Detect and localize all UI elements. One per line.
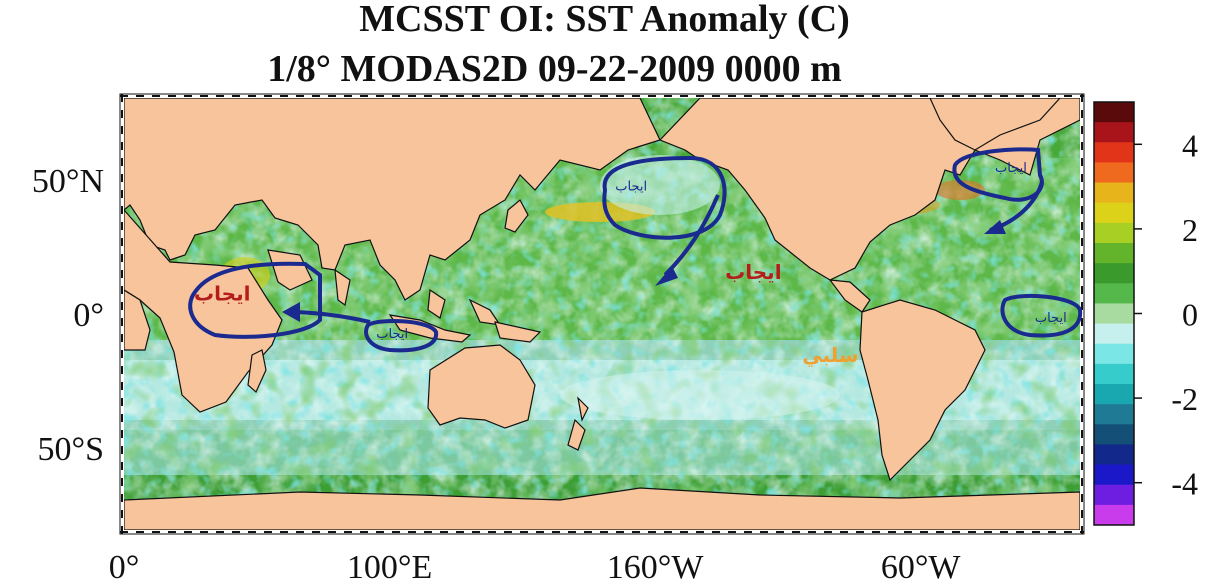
colorbar-tick-label: 2 — [1182, 212, 1198, 248]
colorbar-swatch — [1094, 182, 1134, 204]
annotation-label: ايجاب — [995, 161, 1027, 176]
latitude-labels: 50°N 0° 50°S — [32, 163, 104, 468]
annotation-label: ايجاب — [1035, 311, 1067, 326]
colorbar-swatch — [1094, 484, 1134, 506]
colorbar-swatch — [1094, 444, 1134, 466]
colorbar-swatch — [1094, 404, 1134, 425]
colorbar-swatch — [1094, 384, 1134, 405]
colorbar-swatch — [1094, 202, 1134, 224]
annotation-label: ايجاب — [615, 180, 647, 195]
colorbar-tick-label: -2 — [1171, 381, 1198, 417]
lon-tick-label: 60°W — [881, 549, 962, 584]
colorbar-swatch — [1094, 283, 1134, 304]
title-line-2: 1/8° MODAS2D 09-22-2009 0000 m — [267, 48, 842, 90]
colorbar-tick-label: -4 — [1171, 466, 1198, 502]
colorbar-tick-label: 0 — [1182, 297, 1198, 333]
colorbar-swatch — [1094, 263, 1134, 284]
colorbar-swatch — [1094, 222, 1134, 244]
annotation-arrowheads — [282, 220, 1006, 322]
lat-tick-label: 50°S — [37, 431, 104, 468]
longitude-labels: 0° 100°E 160°W 60°W — [109, 549, 962, 584]
colorbar-swatch — [1094, 243, 1134, 264]
colorbar-swatch — [1094, 162, 1134, 184]
lat-tick-label: 50°N — [32, 163, 104, 200]
ocean-field — [124, 98, 1080, 530]
land-masses — [124, 98, 1080, 530]
annotation-labels: ايجاب ايجاب ايجاب ايجاب ايجاب ايجاب سلبي — [194, 161, 1067, 368]
lat-tick-label: 0° — [73, 297, 104, 334]
colorbar-swatch — [1094, 303, 1134, 325]
colorbar-swatch — [1094, 323, 1134, 345]
annotation-label: ايجاب — [194, 282, 250, 306]
lon-tick-label: 100°E — [347, 549, 432, 584]
lon-tick-label: 0° — [109, 549, 140, 584]
colorbar-swatch — [1094, 464, 1134, 486]
colorbar-swatch — [1094, 102, 1134, 123]
colorbar — [1093, 101, 1135, 526]
colorbar-swatch — [1094, 343, 1134, 365]
annotation-label: سلبي — [802, 343, 858, 368]
colorbar-tick-labels: 4 2 0 -2 -4 — [1134, 127, 1198, 502]
frame-ticks — [120, 94, 1084, 534]
annotation-label: ايجاب — [725, 260, 781, 284]
colorbar-swatch — [1094, 424, 1134, 445]
lon-tick-label: 160°W — [607, 549, 705, 584]
title-line-1: MCSST OI: SST Anomaly (C) — [359, 0, 850, 40]
colorbar-swatch — [1094, 122, 1134, 143]
colorbar-swatch — [1094, 363, 1134, 385]
colorbar-tick-label: 4 — [1182, 127, 1198, 163]
colorbar-swatch — [1094, 142, 1134, 163]
colorbar-swatch — [1094, 504, 1134, 526]
annotation-label: ايجاب — [376, 327, 408, 342]
